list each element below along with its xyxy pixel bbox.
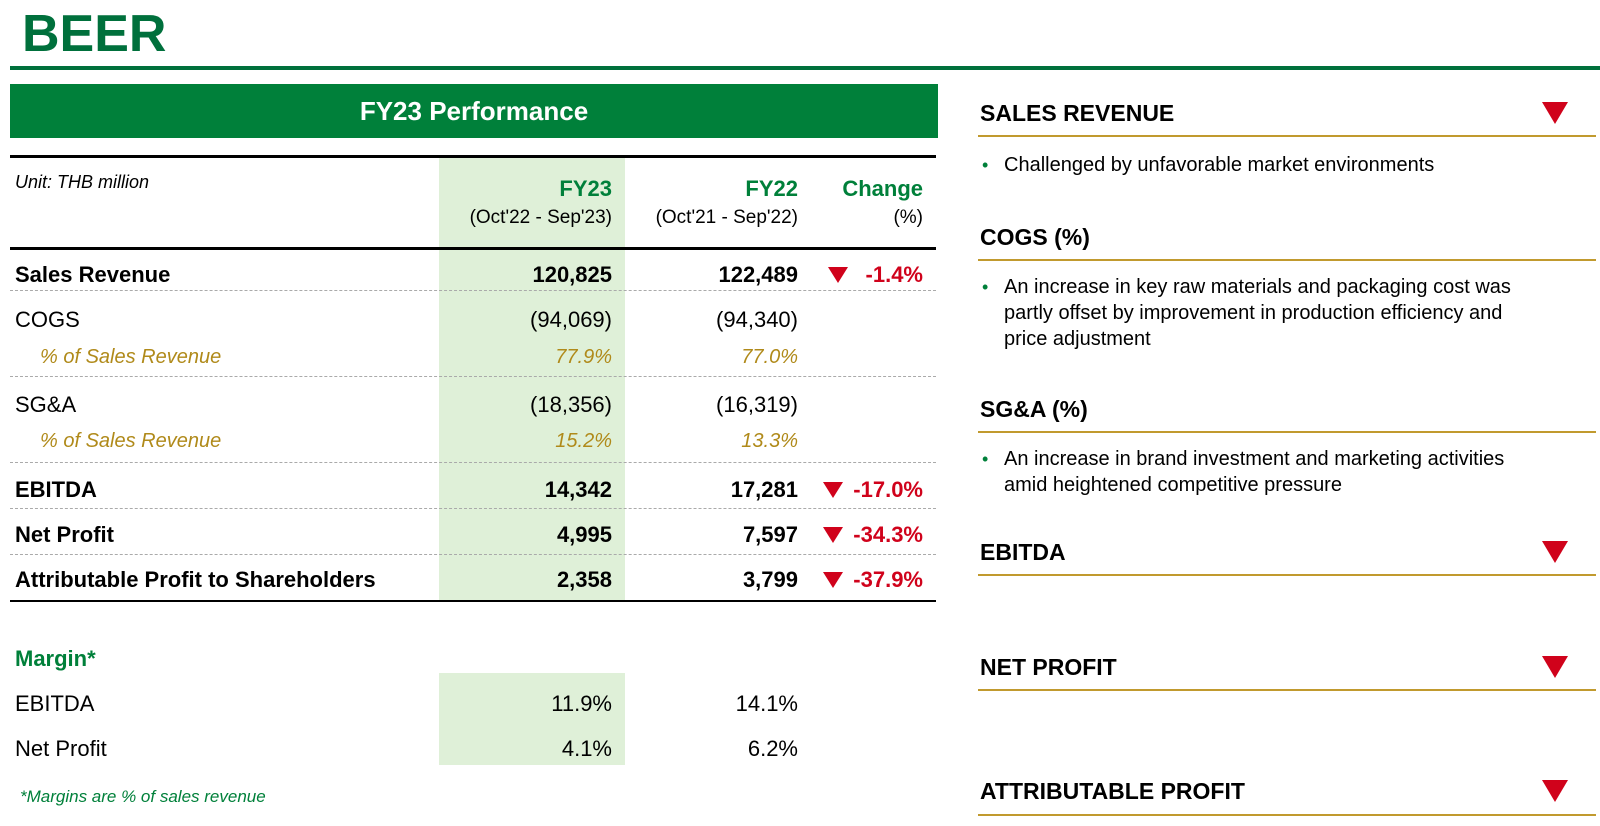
change-cell: -37.9% bbox=[823, 569, 923, 591]
bullet-item: • An increase in key raw materials and pa… bbox=[982, 276, 1511, 350]
bullet-icon: • bbox=[982, 277, 989, 297]
change-cell: -34.3% bbox=[823, 524, 923, 546]
margin-title: Margin* bbox=[15, 646, 96, 671]
value-fy23: 2,358 bbox=[556, 567, 612, 592]
row-label: EBITDA bbox=[15, 477, 97, 502]
bullet-item: • An increase in brand investment and mar… bbox=[982, 448, 1505, 496]
value-fy22: 6.2% bbox=[747, 736, 798, 761]
section-heading: COGS (%) bbox=[980, 224, 1090, 250]
col-header-fy22-period: (Oct'21 - Sep'22) bbox=[655, 207, 798, 228]
table-bottom-rule bbox=[10, 600, 936, 602]
value-fy22: 17,281 bbox=[730, 477, 798, 502]
down-triangle-icon bbox=[823, 527, 844, 543]
title-divider bbox=[10, 66, 1600, 70]
value-fy23: 77.9% bbox=[555, 346, 612, 368]
bullet-icon: • bbox=[982, 155, 989, 175]
down-triangle-icon bbox=[827, 267, 848, 283]
value-fy23: 14,342 bbox=[544, 477, 612, 502]
section-heading: ATTRIBUTABLE PROFIT bbox=[980, 778, 1245, 804]
bullet-icon: • bbox=[982, 449, 989, 469]
fy23-highlight-band bbox=[439, 158, 625, 601]
value-fy23: 15.2% bbox=[555, 430, 612, 452]
change-value: -1.4% bbox=[865, 262, 923, 287]
value-fy22: 77.0% bbox=[741, 346, 798, 368]
down-triangle-icon bbox=[1542, 541, 1568, 563]
table-top-rule bbox=[10, 155, 936, 158]
section-heading: EBITDA bbox=[980, 539, 1066, 565]
section-rule bbox=[978, 689, 1596, 691]
col-header-fy23: FY23 bbox=[559, 176, 612, 201]
section-rule bbox=[978, 574, 1596, 576]
value-fy22: (16,319) bbox=[716, 392, 798, 417]
change-cell: -17.0% bbox=[823, 479, 923, 501]
row-divider bbox=[10, 376, 936, 377]
row-divider bbox=[10, 554, 936, 555]
header-bottom-rule bbox=[10, 247, 936, 250]
row-label: COGS bbox=[15, 307, 80, 332]
row-label: % of Sales Revenue bbox=[40, 346, 222, 368]
row-label: Net Profit bbox=[15, 736, 107, 761]
value-fy22: 3,799 bbox=[742, 567, 798, 592]
value-fy23: 4.1% bbox=[561, 736, 612, 761]
value-fy22: 14.1% bbox=[735, 691, 798, 716]
performance-banner: FY23 Performance bbox=[10, 84, 938, 138]
row-label: Sales Revenue bbox=[15, 262, 171, 287]
page-title: BEER bbox=[22, 5, 167, 63]
col-header-fy23-period: (Oct'22 - Sep'23) bbox=[469, 207, 612, 228]
value-fy22: 7,597 bbox=[742, 522, 798, 547]
row-label: SG&A bbox=[15, 392, 77, 417]
col-header-change: Change bbox=[842, 176, 923, 201]
down-triangle-icon bbox=[1542, 780, 1568, 802]
down-triangle-icon bbox=[1542, 656, 1568, 678]
value-fy23: 120,825 bbox=[532, 262, 612, 287]
section-rule bbox=[978, 259, 1596, 261]
down-triangle-icon bbox=[1542, 102, 1568, 124]
section-heading: NET PROFIT bbox=[980, 654, 1117, 680]
section-rule bbox=[978, 814, 1596, 816]
value-fy23: (94,069) bbox=[530, 307, 612, 332]
section-heading: SALES REVENUE bbox=[980, 100, 1175, 126]
down-triangle-icon bbox=[823, 572, 844, 588]
row-divider bbox=[10, 290, 936, 291]
row-label: Attributable Profit to Shareholders bbox=[15, 567, 376, 592]
row-label: Net Profit bbox=[15, 522, 114, 547]
unit-label: Unit: THB million bbox=[15, 172, 150, 192]
row-label: EBITDA bbox=[15, 691, 95, 716]
row-label: % of Sales Revenue bbox=[40, 430, 222, 452]
value-fy22: 122,489 bbox=[718, 262, 798, 287]
change-value: -34.3% bbox=[853, 522, 923, 547]
banner-title: FY23 Performance bbox=[359, 95, 589, 126]
col-header-change-unit: (%) bbox=[893, 207, 923, 228]
change-value: -17.0% bbox=[853, 477, 923, 502]
value-fy23: 4,995 bbox=[556, 522, 612, 547]
section-heading: SG&A (%) bbox=[980, 396, 1088, 422]
value-fy23: 11.9% bbox=[551, 691, 612, 716]
row-divider bbox=[10, 462, 936, 463]
down-triangle-icon bbox=[823, 482, 844, 498]
bullet-item: • Challenged by unfavorable market enviro… bbox=[982, 154, 1435, 176]
change-cell: -1.4% bbox=[827, 262, 923, 287]
value-fy22: (94,340) bbox=[716, 307, 798, 332]
fy23-margin-highlight-band bbox=[439, 673, 625, 765]
section-rule bbox=[978, 135, 1596, 137]
row-divider bbox=[10, 508, 936, 509]
margin-footnote: *Margins are % of sales revenue bbox=[20, 787, 266, 806]
value-fy23: (18,356) bbox=[530, 392, 612, 417]
section-rule bbox=[978, 431, 1596, 433]
col-header-fy22: FY22 bbox=[745, 176, 798, 201]
value-fy22: 13.3% bbox=[741, 430, 798, 452]
change-value: -37.9% bbox=[853, 567, 923, 592]
